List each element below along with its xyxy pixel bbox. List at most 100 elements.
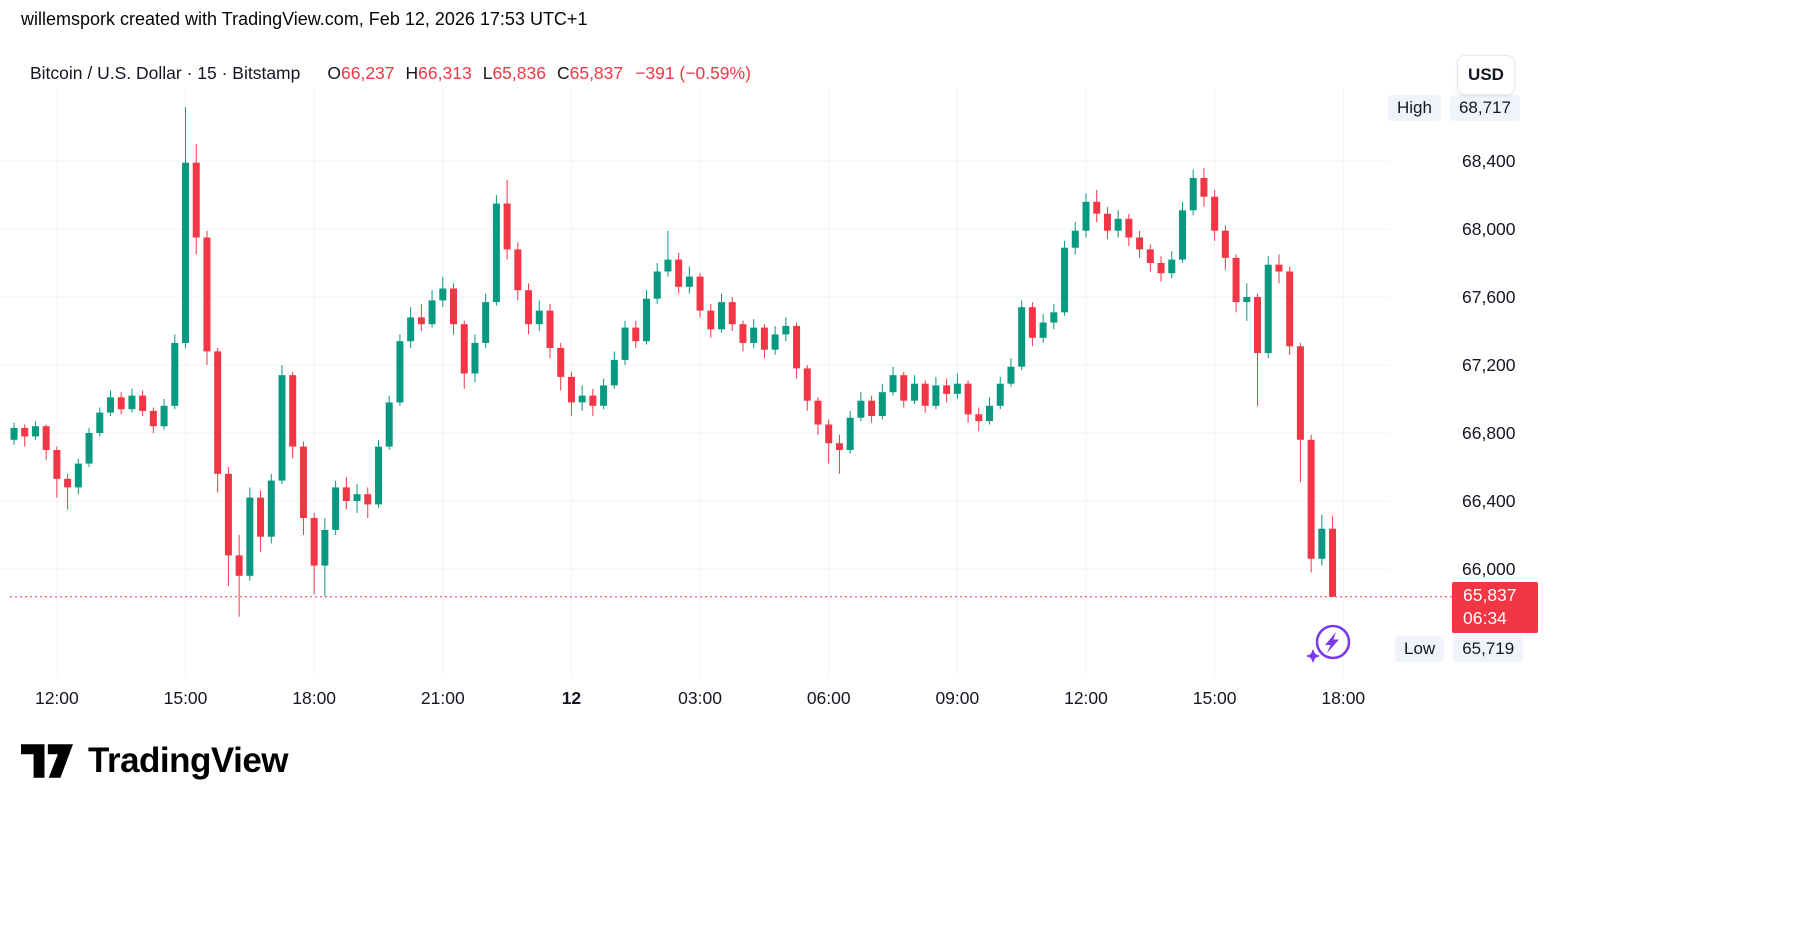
session-low-row: Low 65,719 [1395, 636, 1524, 662]
candle-body-down [739, 324, 747, 343]
candle-body-up [1189, 178, 1197, 211]
candle-body-down [1307, 439, 1315, 559]
time-axis-label: 09:00 [935, 688, 979, 708]
candle-body-down [696, 276, 704, 311]
symbol-title: Bitcoin / U.S. Dollar · 15 · Bitstamp [30, 63, 301, 83]
candle-body-down [525, 290, 533, 325]
candle-body-down [900, 375, 908, 401]
lightning-bolt-icon [1306, 624, 1351, 663]
flash-boost-icon[interactable] [1303, 620, 1355, 677]
candle-body-up [621, 327, 629, 360]
price-tick-label: 66,400 [1462, 491, 1516, 511]
candle-body-up [128, 395, 136, 410]
candle-body-down [1103, 213, 1111, 231]
candle-body-down [42, 426, 50, 450]
candle-body-up [910, 383, 918, 401]
candle-body-up [385, 402, 393, 447]
close-label: C [556, 63, 570, 83]
time-axis-label: 03:00 [678, 688, 722, 708]
candle-body-up [1114, 218, 1122, 231]
time-axis-label: 18:00 [1321, 688, 1365, 708]
session-high-row: High 68,717 [1388, 95, 1520, 121]
candle-body-down [1125, 218, 1133, 238]
price-tick-label: 67,600 [1462, 287, 1516, 307]
candle-body-up [718, 302, 726, 330]
currency-button[interactable]: USD [1457, 55, 1515, 95]
candle-body-down [460, 324, 468, 374]
price-tick-label: 68,000 [1462, 219, 1516, 239]
change-value: −391 (−0.59%) [635, 63, 751, 83]
time-axis-label: 12:00 [35, 688, 79, 708]
candle-body-down [224, 473, 232, 556]
candle-body-down [1093, 201, 1101, 214]
candle-body-up [106, 397, 114, 413]
candle-body-down [1329, 528, 1337, 597]
candle-body-up [439, 288, 447, 301]
tradingview-logo[interactable]: TradingView [21, 741, 289, 781]
candle-body-down [235, 555, 243, 576]
candle-body-up [750, 327, 758, 343]
candle-body-up [782, 325, 790, 335]
candle-body-down [214, 351, 222, 474]
candle-body-up [396, 341, 404, 403]
candle-body-up [610, 359, 618, 386]
candle-body-up [182, 162, 190, 343]
candle-body-up [578, 395, 586, 403]
candle-body-down [257, 497, 265, 537]
low-badge-value: 65,719 [1453, 636, 1524, 662]
candle-body-down [632, 327, 640, 342]
candle-body-up [1007, 366, 1015, 384]
low-value-header: 65,836 [492, 63, 546, 83]
open-label: O [327, 63, 341, 83]
time-axis-label: 06:00 [807, 688, 851, 708]
candle-body-up [932, 385, 940, 406]
candle-body-up [160, 405, 168, 427]
candle-body-up [685, 276, 693, 287]
candle-body-down [299, 446, 307, 518]
candle-body-down [728, 302, 736, 325]
candle-body-down [289, 375, 297, 447]
candle-body-up [492, 203, 500, 303]
open-value: 66,237 [341, 63, 395, 83]
low-badge-label: Low [1395, 636, 1445, 662]
low-label-header: L [482, 63, 493, 83]
candle-body-down [503, 203, 511, 250]
candle-body-up [653, 271, 661, 299]
last-price-value: 65,837 [1463, 585, 1517, 605]
candle-body-up [889, 375, 897, 393]
candle-body-up [1082, 201, 1090, 231]
candle-body-down [450, 288, 458, 325]
candle-body-down [514, 249, 522, 291]
time-axis-label: 12:00 [1064, 688, 1108, 708]
candle-body-down [675, 259, 683, 287]
candle-body-up [857, 400, 865, 418]
candle-body-down [310, 518, 318, 566]
high-badge-label: High [1388, 95, 1441, 121]
candle-body-down [139, 395, 147, 411]
price-tick-label: 68,400 [1462, 151, 1516, 171]
candle-body-down [149, 410, 157, 427]
candle-body-down [814, 400, 822, 425]
high-label-header: H [405, 63, 419, 83]
candle-body-up [428, 300, 436, 325]
candle-body-up [85, 433, 93, 464]
candle-body-up [74, 463, 82, 488]
candle-body-down [1254, 297, 1262, 354]
candle-body-up [31, 426, 39, 437]
candle-body-down [1232, 257, 1240, 303]
candle-body-up [846, 417, 854, 450]
candle-body-down [21, 427, 29, 437]
candle-body-down [803, 368, 811, 401]
candle-body-up [771, 334, 779, 350]
candle-body-down [557, 348, 565, 377]
candle-body-down [53, 450, 61, 479]
candle-body-down [707, 310, 715, 330]
candle-body-up [878, 392, 886, 416]
candle-body-up [996, 383, 1004, 406]
candle-body-up [535, 310, 543, 325]
candle-body-up [407, 317, 415, 342]
candle-body-up [1243, 297, 1251, 303]
tradingview-logotext: TradingView [88, 741, 289, 780]
